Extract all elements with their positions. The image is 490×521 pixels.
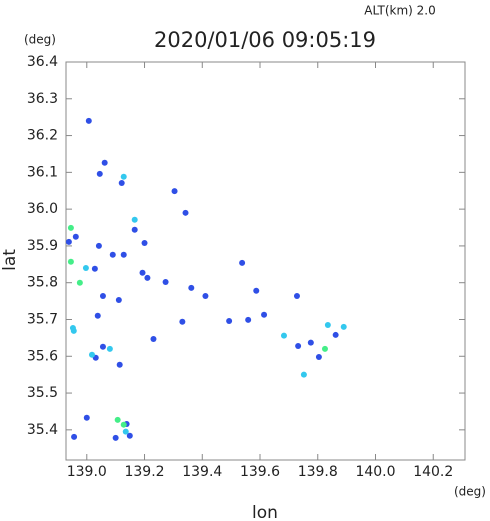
echo-point (253, 287, 260, 294)
echo-point (202, 292, 209, 299)
echo-point (95, 242, 102, 249)
chart-subtitle: ALT(km) 2.0 (364, 4, 435, 18)
y-tick-label: 35.8 (27, 275, 58, 291)
chart-title: 2020/01/06 09:05:19 (154, 28, 376, 52)
y-unit: (deg) (24, 33, 56, 47)
x-tick-label: 140.0 (355, 464, 395, 480)
y-tick-label: 35.7 (27, 311, 58, 327)
echo-point (239, 259, 246, 266)
echo-point (96, 170, 103, 177)
echo-point (83, 414, 90, 421)
y-tick-label: 36.1 (27, 164, 58, 180)
y-tick-label: 36.2 (27, 128, 58, 144)
y-tick-label: 36.0 (27, 201, 58, 217)
echo-point (324, 322, 331, 329)
echo-point (109, 251, 116, 258)
echo-point (150, 335, 157, 342)
x-unit: (deg) (454, 485, 486, 499)
echo-point (67, 258, 74, 265)
echo-point (72, 233, 79, 240)
echo-point (71, 433, 78, 440)
echo-point (171, 188, 178, 195)
y-axis-label: lat (0, 249, 20, 271)
echo-point (85, 117, 92, 124)
x-tick-label: 139.4 (182, 464, 222, 480)
x-axis-label: lon (252, 503, 278, 521)
y-tick-label: 36.4 (27, 54, 58, 70)
echo-point (120, 173, 127, 180)
echo-point (99, 343, 106, 350)
echo-point (182, 209, 189, 216)
echo-point (131, 216, 138, 223)
echo-point (188, 284, 195, 291)
x-tick-label: 140.2 (413, 464, 453, 480)
echo-point (144, 274, 151, 281)
echo-point (76, 279, 83, 286)
y-tick-label: 35.5 (27, 385, 58, 401)
echo-point (65, 238, 72, 245)
echo-point (293, 292, 300, 299)
y-tick-label: 35.9 (27, 238, 58, 254)
echo-point (179, 318, 186, 325)
echo-point (67, 224, 74, 231)
x-tick-label: 139.2 (124, 464, 164, 480)
echo-point (120, 421, 127, 428)
echo-point (162, 278, 169, 285)
echo-point (122, 428, 129, 435)
echo-point (321, 345, 328, 352)
echo-point (114, 416, 121, 423)
echo-point (106, 345, 113, 352)
echo-point (82, 264, 89, 271)
echo-point (280, 332, 287, 339)
x-tick-label: 139.8 (298, 464, 338, 480)
echo-point (307, 339, 314, 346)
echo-point (300, 371, 307, 378)
echo-point (118, 180, 125, 187)
y-tick-label: 35.4 (27, 422, 58, 438)
y-tick-label: 35.6 (27, 348, 58, 364)
echo-point (116, 361, 123, 368)
x-tick-label: 139.0 (67, 464, 107, 480)
echo-point (88, 351, 95, 358)
echo-point (245, 316, 252, 323)
echo-point (120, 251, 127, 258)
echo-point (70, 327, 77, 334)
x-tick-label: 139.6 (240, 464, 280, 480)
echo-point (115, 296, 122, 303)
echo-point (91, 265, 98, 272)
echo-point (226, 317, 233, 324)
y-tick-label: 36.3 (27, 91, 58, 107)
echo-point (126, 432, 133, 439)
echo-point (101, 159, 108, 166)
echo-point (112, 434, 119, 441)
echo-point (295, 342, 302, 349)
echo-point (332, 331, 339, 338)
echo-point (315, 354, 322, 361)
echo-point (141, 239, 148, 246)
plot-frame (65, 61, 466, 461)
echo-point (131, 226, 138, 233)
echo-point (94, 312, 101, 319)
echo-point (261, 311, 268, 318)
echo-point (139, 269, 146, 276)
echo-point (99, 292, 106, 299)
echo-point (340, 323, 347, 330)
